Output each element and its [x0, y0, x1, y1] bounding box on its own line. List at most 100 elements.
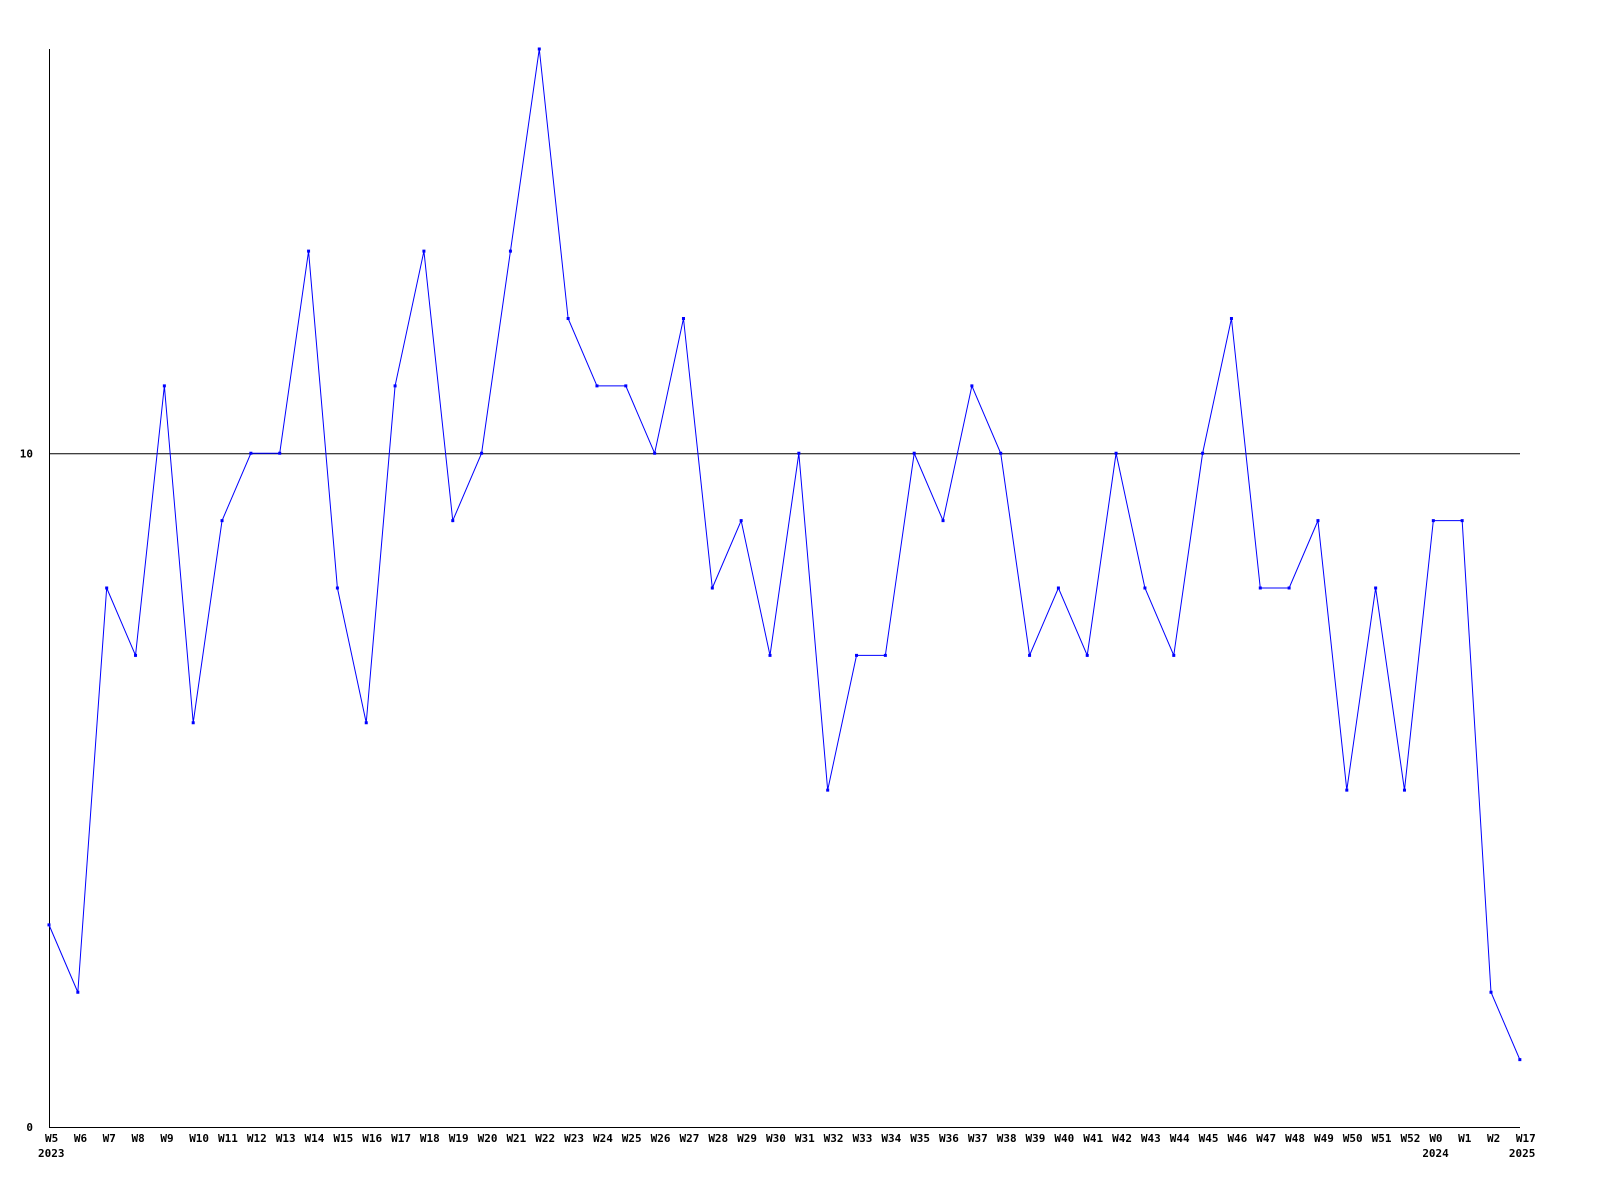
data-point — [508, 249, 512, 253]
x-tick-label: W10 — [189, 1132, 209, 1145]
x-tick-label: W27 — [679, 1132, 699, 1145]
data-point — [999, 451, 1003, 455]
x-tick-label: W45 — [1199, 1132, 1219, 1145]
x-tick-label: W2 — [1487, 1132, 1500, 1145]
x-tick-label: W51 — [1372, 1132, 1392, 1145]
data-point — [710, 586, 714, 590]
x-tick-label: W31 — [795, 1132, 815, 1145]
x-tick-label: W37 — [968, 1132, 988, 1145]
x-tick-label: W47 — [1256, 1132, 1276, 1145]
x-tick-label: W43 — [1141, 1132, 1161, 1145]
x-tick-label: W21 — [506, 1132, 526, 1145]
data-point — [480, 451, 484, 455]
data-point — [1489, 990, 1493, 994]
x-tick-label: W20 — [478, 1132, 498, 1145]
tick-labels: 0 10 W5 W6 W7 W8 W9 W10 W11 W12 W13 W14 W15 W16 W17 W18… — [20, 447, 1536, 1160]
x-tick-label: W1 — [1458, 1132, 1472, 1145]
x-tick-label: W9 — [160, 1132, 173, 1145]
x-tick-label: W18 — [420, 1132, 440, 1145]
x-tick-label: W33 — [853, 1132, 873, 1145]
data-point — [768, 653, 772, 657]
x-tick-label: W24 — [593, 1132, 613, 1145]
data-point — [105, 586, 109, 590]
data-point — [883, 653, 887, 657]
axes — [49, 49, 1520, 1128]
data-point — [1229, 317, 1233, 320]
data-point — [422, 249, 426, 253]
data-point — [249, 451, 253, 455]
x-tick-label: W12 — [247, 1132, 267, 1145]
data-point — [1460, 519, 1464, 523]
data-point — [76, 990, 80, 994]
x-tick-label: W42 — [1112, 1132, 1132, 1145]
year-label: 2024 — [1422, 1147, 1449, 1160]
x-tick-label: W48 — [1285, 1132, 1305, 1145]
x-tick-label: W50 — [1343, 1132, 1363, 1145]
x-tick-label: W6 — [74, 1132, 88, 1145]
x-tick-label: W32 — [824, 1132, 844, 1145]
data-point — [624, 384, 628, 388]
y-tick-label: 10 — [20, 447, 33, 460]
x-tick-label: W28 — [708, 1132, 728, 1145]
x-tick-label: W22 — [535, 1132, 555, 1145]
data-point — [307, 249, 311, 253]
data-point — [826, 788, 830, 792]
x-tick-label: W16 — [362, 1132, 382, 1145]
year-label: 2023 — [38, 1147, 65, 1160]
data-point — [970, 384, 974, 388]
x-tick-label: W35 — [910, 1132, 930, 1145]
data-point — [912, 451, 916, 455]
data-point — [855, 653, 859, 657]
x-tick-label: W52 — [1400, 1132, 1420, 1145]
x-tick-label: W5 — [45, 1132, 58, 1145]
data-point — [47, 923, 51, 927]
data-point — [451, 519, 455, 523]
data-point — [1114, 451, 1118, 455]
data-point — [681, 317, 685, 320]
data-point — [1402, 788, 1406, 792]
data-point — [739, 519, 743, 523]
data-point — [1143, 586, 1147, 590]
data-point — [1345, 788, 1349, 792]
data-point — [941, 519, 945, 523]
x-tick-label: W15 — [333, 1132, 353, 1145]
x-tick-label: W26 — [651, 1132, 671, 1145]
x-tick-label: W23 — [564, 1132, 584, 1145]
x-tick-label: W38 — [997, 1132, 1017, 1145]
data-point — [566, 317, 570, 320]
data-point — [1518, 1058, 1522, 1062]
data-point — [335, 586, 339, 590]
x-tick-label: W30 — [766, 1132, 786, 1145]
y-tick-label: 0 — [26, 1121, 33, 1134]
data-point — [797, 451, 801, 455]
x-tick-label: W34 — [881, 1132, 901, 1145]
data-point — [220, 519, 224, 523]
data-point — [1258, 586, 1262, 590]
data-point — [1374, 586, 1378, 590]
series-line — [47, 47, 1522, 1062]
data-point — [1201, 451, 1205, 455]
year-label: 2025 — [1509, 1147, 1536, 1160]
data-point — [1056, 586, 1060, 590]
x-tick-label: W11 — [218, 1132, 238, 1145]
data-point — [162, 384, 166, 388]
data-point — [1028, 653, 1032, 657]
data-point — [1431, 519, 1435, 523]
x-tick-label: W49 — [1314, 1132, 1334, 1145]
x-tick-label: W19 — [449, 1132, 469, 1145]
x-tick-label: W40 — [1054, 1132, 1074, 1145]
data-point — [364, 721, 368, 725]
x-tick-label: W29 — [737, 1132, 757, 1145]
x-tick-label: W17 — [1516, 1132, 1536, 1145]
data-point — [191, 721, 195, 725]
x-tick-label: W8 — [132, 1132, 145, 1145]
x-tick-label: W7 — [103, 1132, 116, 1145]
data-point — [1172, 653, 1176, 657]
x-tick-label: W13 — [276, 1132, 296, 1145]
x-tick-label: W41 — [1083, 1132, 1103, 1145]
x-tick-label: W44 — [1170, 1132, 1190, 1145]
x-tick-label: W46 — [1227, 1132, 1247, 1145]
data-line — [48, 48, 1521, 1061]
data-point — [537, 47, 541, 51]
